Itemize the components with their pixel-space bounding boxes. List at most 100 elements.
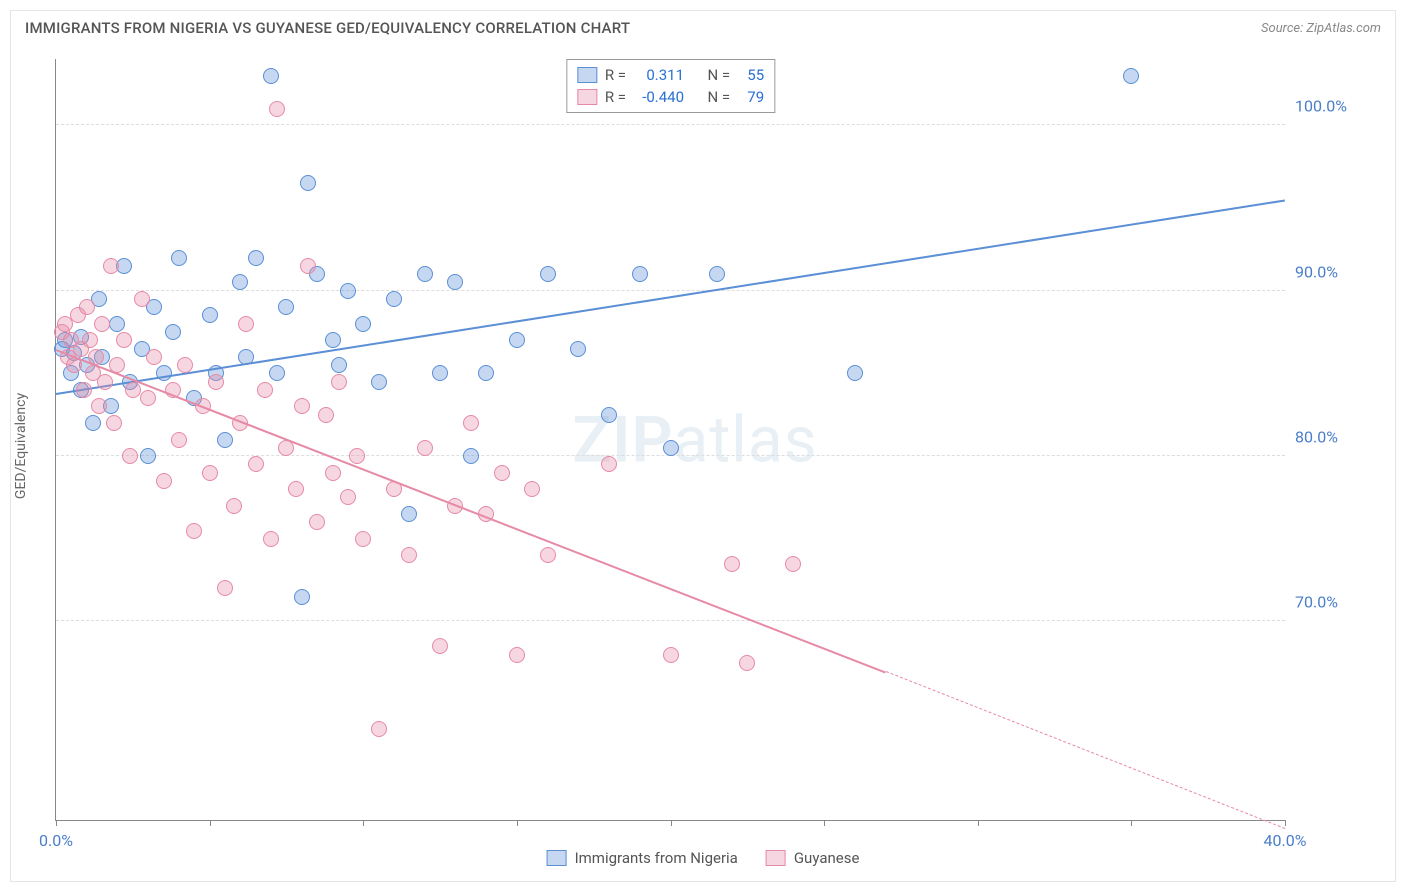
legend-swatch — [766, 850, 786, 866]
scatter-point — [601, 456, 617, 472]
scatter-point — [309, 514, 325, 530]
scatter-point — [94, 316, 110, 332]
scatter-point — [202, 307, 218, 323]
scatter-point — [447, 274, 463, 290]
scatter-point — [125, 382, 141, 398]
scatter-point — [263, 68, 279, 84]
trend-line — [56, 200, 1285, 396]
scatter-point — [103, 258, 119, 274]
scatter-point — [146, 349, 162, 365]
scatter-point — [724, 556, 740, 572]
scatter-point — [463, 448, 479, 464]
scatter-point — [432, 638, 448, 654]
scatter-point — [134, 291, 150, 307]
y-tick-label: 80.0% — [1295, 428, 1385, 447]
scatter-point — [248, 250, 264, 266]
scatter-point — [294, 589, 310, 605]
scatter-point — [371, 374, 387, 390]
scatter-point — [355, 531, 371, 547]
scatter-point — [226, 498, 242, 514]
x-tick — [1131, 820, 1132, 826]
scatter-point — [847, 365, 863, 381]
trend-line — [885, 671, 1285, 829]
scatter-point — [540, 547, 556, 563]
scatter-point — [140, 448, 156, 464]
scatter-point — [300, 175, 316, 191]
scatter-point — [165, 324, 181, 340]
watermark-bold: ZIP — [572, 402, 673, 477]
stat-n-label: N = — [708, 88, 731, 106]
scatter-point — [79, 299, 95, 315]
scatter-point — [325, 332, 341, 348]
gridline — [56, 620, 1285, 621]
scatter-point — [331, 374, 347, 390]
scatter-point — [540, 266, 556, 282]
scatter-point — [171, 432, 187, 448]
chart-container: IMMIGRANTS FROM NIGERIA VS GUYANESE GED/… — [10, 10, 1396, 882]
scatter-point — [278, 299, 294, 315]
scatter-point — [340, 283, 356, 299]
scatter-point — [386, 291, 402, 307]
scatter-point — [785, 556, 801, 572]
y-tick-label: 90.0% — [1295, 262, 1385, 281]
scatter-point — [401, 506, 417, 522]
scatter-point — [76, 382, 92, 398]
stat-r-value: 0.311 — [634, 66, 684, 84]
legend-swatch — [577, 89, 597, 105]
scatter-point — [248, 456, 264, 472]
x-tick-label: 0.0% — [39, 831, 73, 850]
scatter-point — [371, 721, 387, 737]
x-tick — [978, 820, 979, 826]
scatter-point — [238, 316, 254, 332]
scatter-point — [1123, 68, 1139, 84]
legend-swatch — [547, 850, 567, 866]
scatter-point — [570, 341, 586, 357]
x-tick — [824, 820, 825, 826]
scatter-point — [463, 415, 479, 431]
legend-item: Immigrants from Nigeria — [547, 849, 738, 867]
stats-legend-box: R =0.311 N =55R =-0.440 N =79 — [566, 59, 775, 113]
scatter-point — [156, 473, 172, 489]
scatter-point — [177, 357, 193, 373]
chart-title: IMMIGRANTS FROM NIGERIA VS GUYANESE GED/… — [25, 19, 630, 37]
scatter-point — [269, 101, 285, 117]
scatter-point — [417, 440, 433, 456]
scatter-point — [331, 357, 347, 373]
scatter-point — [494, 465, 510, 481]
stat-n-label: N = — [708, 66, 731, 84]
scatter-point — [355, 316, 371, 332]
y-axis-label: GED/Equivalency — [13, 393, 29, 499]
scatter-point — [349, 448, 365, 464]
scatter-point — [325, 465, 341, 481]
chart-source: Source: ZipAtlas.com — [1261, 21, 1381, 36]
gridline — [56, 124, 1285, 125]
scatter-point — [300, 258, 316, 274]
scatter-point — [85, 415, 101, 431]
y-tick-label: 70.0% — [1295, 593, 1385, 612]
scatter-point — [601, 407, 617, 423]
stat-n-value: 55 — [738, 66, 764, 84]
x-tick — [363, 820, 364, 826]
scatter-point — [171, 250, 187, 266]
watermark-light: atlas — [674, 402, 818, 477]
stat-r-value: -0.440 — [634, 88, 684, 106]
x-tick — [1285, 820, 1286, 826]
legend-label: Immigrants from Nigeria — [575, 849, 738, 867]
scatter-point — [232, 274, 248, 290]
x-tick — [517, 820, 518, 826]
x-tick — [56, 820, 57, 826]
plot-area: ZIPatlas R =0.311 N =55R =-0.440 N =79 7… — [55, 59, 1285, 821]
stats-row: R =-0.440 N =79 — [577, 86, 764, 108]
scatter-point — [288, 481, 304, 497]
scatter-point — [663, 440, 679, 456]
scatter-point — [91, 398, 107, 414]
x-tick — [210, 820, 211, 826]
title-bar: IMMIGRANTS FROM NIGERIA VS GUYANESE GED/… — [11, 11, 1395, 45]
scatter-point — [82, 332, 98, 348]
y-tick-label: 100.0% — [1295, 97, 1385, 116]
scatter-point — [509, 332, 525, 348]
scatter-point — [217, 580, 233, 596]
scatter-point — [202, 465, 218, 481]
scatter-point — [340, 489, 356, 505]
trend-line — [56, 349, 886, 673]
